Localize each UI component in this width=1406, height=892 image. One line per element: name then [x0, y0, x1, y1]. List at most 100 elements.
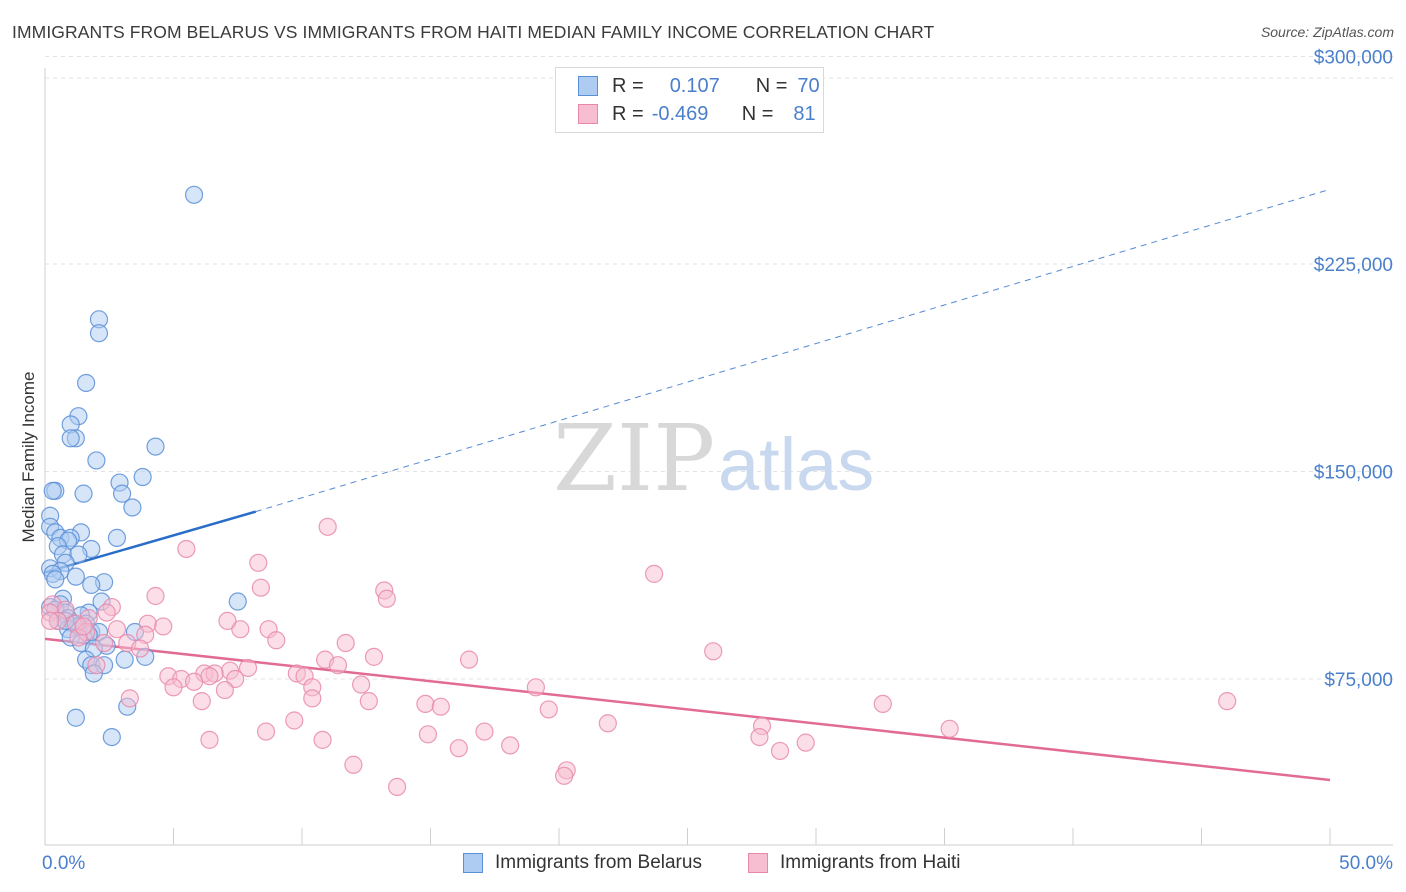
belarus-point [43, 481, 62, 500]
haiti-point [750, 727, 769, 747]
y-tick-label: $75,000 [1324, 670, 1393, 691]
haiti-point [336, 633, 355, 653]
haiti-point [344, 755, 363, 774]
tick-labels: $75,000 $150,000 $225,000 $300,000 0.0% 50.0% [42, 48, 1393, 875]
haiti-point [303, 689, 322, 708]
n-value: 81 [793, 102, 816, 125]
r-value: -0.469 [651, 102, 709, 125]
legend-label-belarus: Immigrants from Belarus [495, 852, 702, 873]
y-tick-label: $225,000 [1314, 255, 1393, 276]
correlation-legend: R = 0.107 N = 70 R = -0.469 N = 81 [555, 67, 824, 133]
haiti-point [251, 578, 270, 597]
haiti-trend-line [44, 637, 1331, 782]
haiti-point [249, 553, 268, 572]
haiti-point [215, 680, 234, 700]
haiti-point [359, 692, 378, 711]
belarus-point [133, 467, 152, 487]
haiti-point [184, 672, 204, 691]
haiti-point [364, 647, 384, 666]
r-label: R = [612, 74, 644, 97]
haiti-point [459, 650, 479, 669]
x-tick-label: 0.0% [42, 853, 85, 874]
belarus-point [66, 708, 85, 727]
haiti-point [146, 586, 165, 606]
y-tick-label: $300,000 [1314, 48, 1393, 69]
legend-row-haiti: R = -0.469 N = 81 [578, 100, 816, 128]
haiti-point [154, 617, 173, 636]
n-label: N = [741, 102, 774, 125]
haiti-point [177, 539, 196, 559]
haiti-point [418, 725, 438, 744]
haiti-point [41, 611, 60, 631]
belarus-point [89, 324, 109, 343]
x-tick-label: 50.0% [1339, 853, 1393, 874]
haiti-point [352, 675, 371, 694]
series-haiti-points [41, 517, 1237, 797]
series-belarus-points [41, 185, 247, 747]
belarus-point [228, 592, 247, 611]
haiti-point [164, 678, 183, 697]
haiti-point [318, 517, 337, 536]
haiti-point [95, 633, 114, 653]
y-axis-label: Median Family Income [19, 371, 38, 542]
haiti-point [770, 741, 790, 761]
watermark-atlas: atlas [718, 423, 874, 506]
belarus-point [74, 484, 93, 503]
haiti-point [218, 611, 237, 631]
haiti-point [449, 739, 468, 758]
belarus-point [112, 484, 132, 503]
haiti-point [704, 642, 723, 661]
haiti-point [192, 692, 211, 711]
haiti-point [501, 736, 520, 755]
haiti-point [416, 694, 435, 714]
belarus-point [87, 451, 106, 470]
belarus-point [184, 185, 204, 204]
haiti-point [238, 658, 258, 678]
haiti-swatch [578, 104, 598, 124]
belarus-point [123, 498, 142, 517]
chart-title: IMMIGRANTS FROM BELARUS VS IMMIGRANTS FR… [12, 22, 935, 42]
belarus-point [69, 545, 88, 564]
gridlines [45, 56, 1393, 680]
belarus-point [115, 650, 134, 669]
haiti-point [796, 733, 815, 752]
haiti-point [526, 678, 545, 697]
legend-item-belarus: Immigrants from Belarus [463, 852, 702, 874]
haiti-point [231, 620, 250, 639]
haiti-point [226, 669, 245, 689]
belarus-point [61, 429, 80, 448]
haiti-point [87, 656, 106, 675]
n-label: N = [755, 74, 788, 97]
belarus-point [66, 567, 85, 586]
haiti-point [107, 620, 127, 639]
belarus-point [107, 528, 127, 548]
y-tick-label: $150,000 [1314, 463, 1393, 484]
haiti-point [475, 722, 494, 741]
haiti-point [200, 730, 219, 749]
r-label: R = [612, 102, 644, 125]
haiti-point [285, 711, 304, 730]
legend-row-belarus: R = 0.107 N = 70 [578, 72, 820, 100]
n-value: 70 [797, 74, 820, 97]
axes [44, 68, 1393, 846]
belarus-point [82, 575, 101, 595]
haiti-point [873, 694, 892, 714]
haiti-point [644, 564, 664, 583]
haiti-point [74, 617, 93, 636]
haiti-point [940, 719, 959, 738]
haiti-point [387, 777, 407, 797]
haiti-point [555, 766, 574, 785]
haiti-point [598, 714, 617, 733]
belarus-point [46, 570, 65, 589]
r-value: 0.107 [669, 74, 720, 97]
haiti-point [377, 589, 396, 608]
watermark-zip: ZIP [553, 405, 715, 512]
belarus-swatch [463, 853, 483, 873]
haiti-point [313, 730, 332, 749]
belarus-point [77, 373, 96, 393]
haiti-point [1218, 692, 1237, 711]
source-label: Source: ZipAtlas.com [1260, 24, 1394, 40]
haiti-point [200, 667, 219, 686]
haiti-point [130, 639, 150, 658]
